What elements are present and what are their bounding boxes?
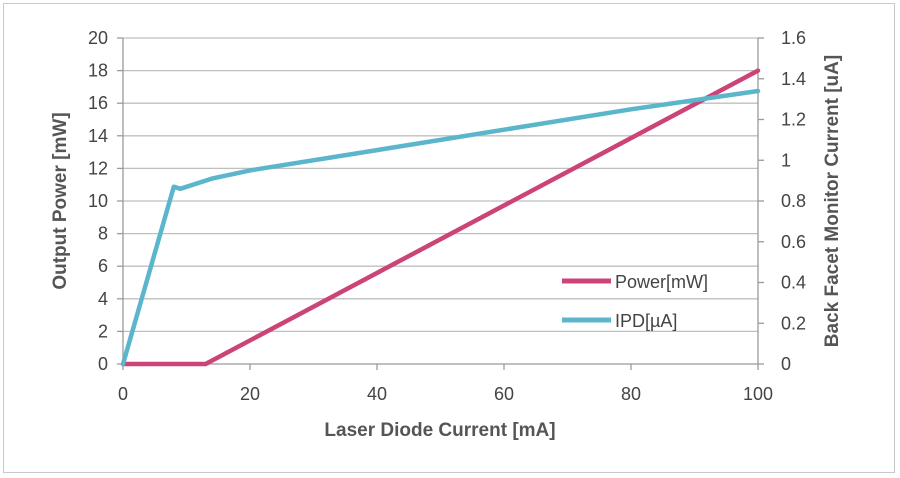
y-tick-label: 18 xyxy=(88,61,108,81)
y2-tick-label: 1.2 xyxy=(781,110,806,130)
y2-tick-label: 0 xyxy=(781,354,791,374)
y2-tick-label: 0.6 xyxy=(781,232,806,252)
y-tick-label: 0 xyxy=(98,354,108,374)
series-lines xyxy=(120,68,761,367)
y-axis-title: Output Power [mW] xyxy=(50,112,71,289)
grid-lines xyxy=(123,37,758,333)
x-tick-label: 60 xyxy=(494,384,514,404)
y-tick-label: 20 xyxy=(88,28,108,48)
chart-frame xyxy=(3,3,895,473)
legend-label-power: Power[mW] xyxy=(615,272,708,292)
series-line-power xyxy=(120,68,761,367)
legend: Power[mW] IPD[µA] xyxy=(562,272,708,331)
legend-label-ipd: IPD[µA] xyxy=(615,311,677,331)
y2-tick-label: 0.8 xyxy=(781,191,806,211)
y2-tick-label: 0.4 xyxy=(781,273,806,293)
y2-tick-label: 0.2 xyxy=(781,313,806,333)
y-tick-label: 10 xyxy=(88,191,108,211)
y-tick-label: 12 xyxy=(88,158,108,178)
x-tick-label: 20 xyxy=(240,384,260,404)
y-tick-label: 4 xyxy=(98,289,108,309)
y-tick-label: 8 xyxy=(98,224,108,244)
series-line-ipd xyxy=(120,88,761,367)
y2-tick-label: 1.6 xyxy=(781,28,806,48)
y2-tick-label: 1.4 xyxy=(781,69,806,89)
x-axis-title: Laser Diode Current [mA] xyxy=(324,420,555,441)
y2-tick-label: 1 xyxy=(781,150,791,170)
y-tick-label: 14 xyxy=(88,126,108,146)
y2-axis-title: Back Facet Monitor Current [uA] xyxy=(822,55,843,347)
y-tick-label: 6 xyxy=(98,256,108,276)
x-tick-label: 100 xyxy=(743,384,773,404)
x-tick-label: 40 xyxy=(367,384,387,404)
x-tick-label: 0 xyxy=(118,384,128,404)
y-tick-label: 16 xyxy=(88,93,108,113)
y-tick-label: 2 xyxy=(98,321,108,341)
tick-labels: 0 2 4 6 8 10 12 14 16 18 20 0 0.2 0.4 0.6 0.8 1 1.2 1.4 1.6… xyxy=(88,28,806,404)
x-tick-label: 80 xyxy=(621,384,641,404)
